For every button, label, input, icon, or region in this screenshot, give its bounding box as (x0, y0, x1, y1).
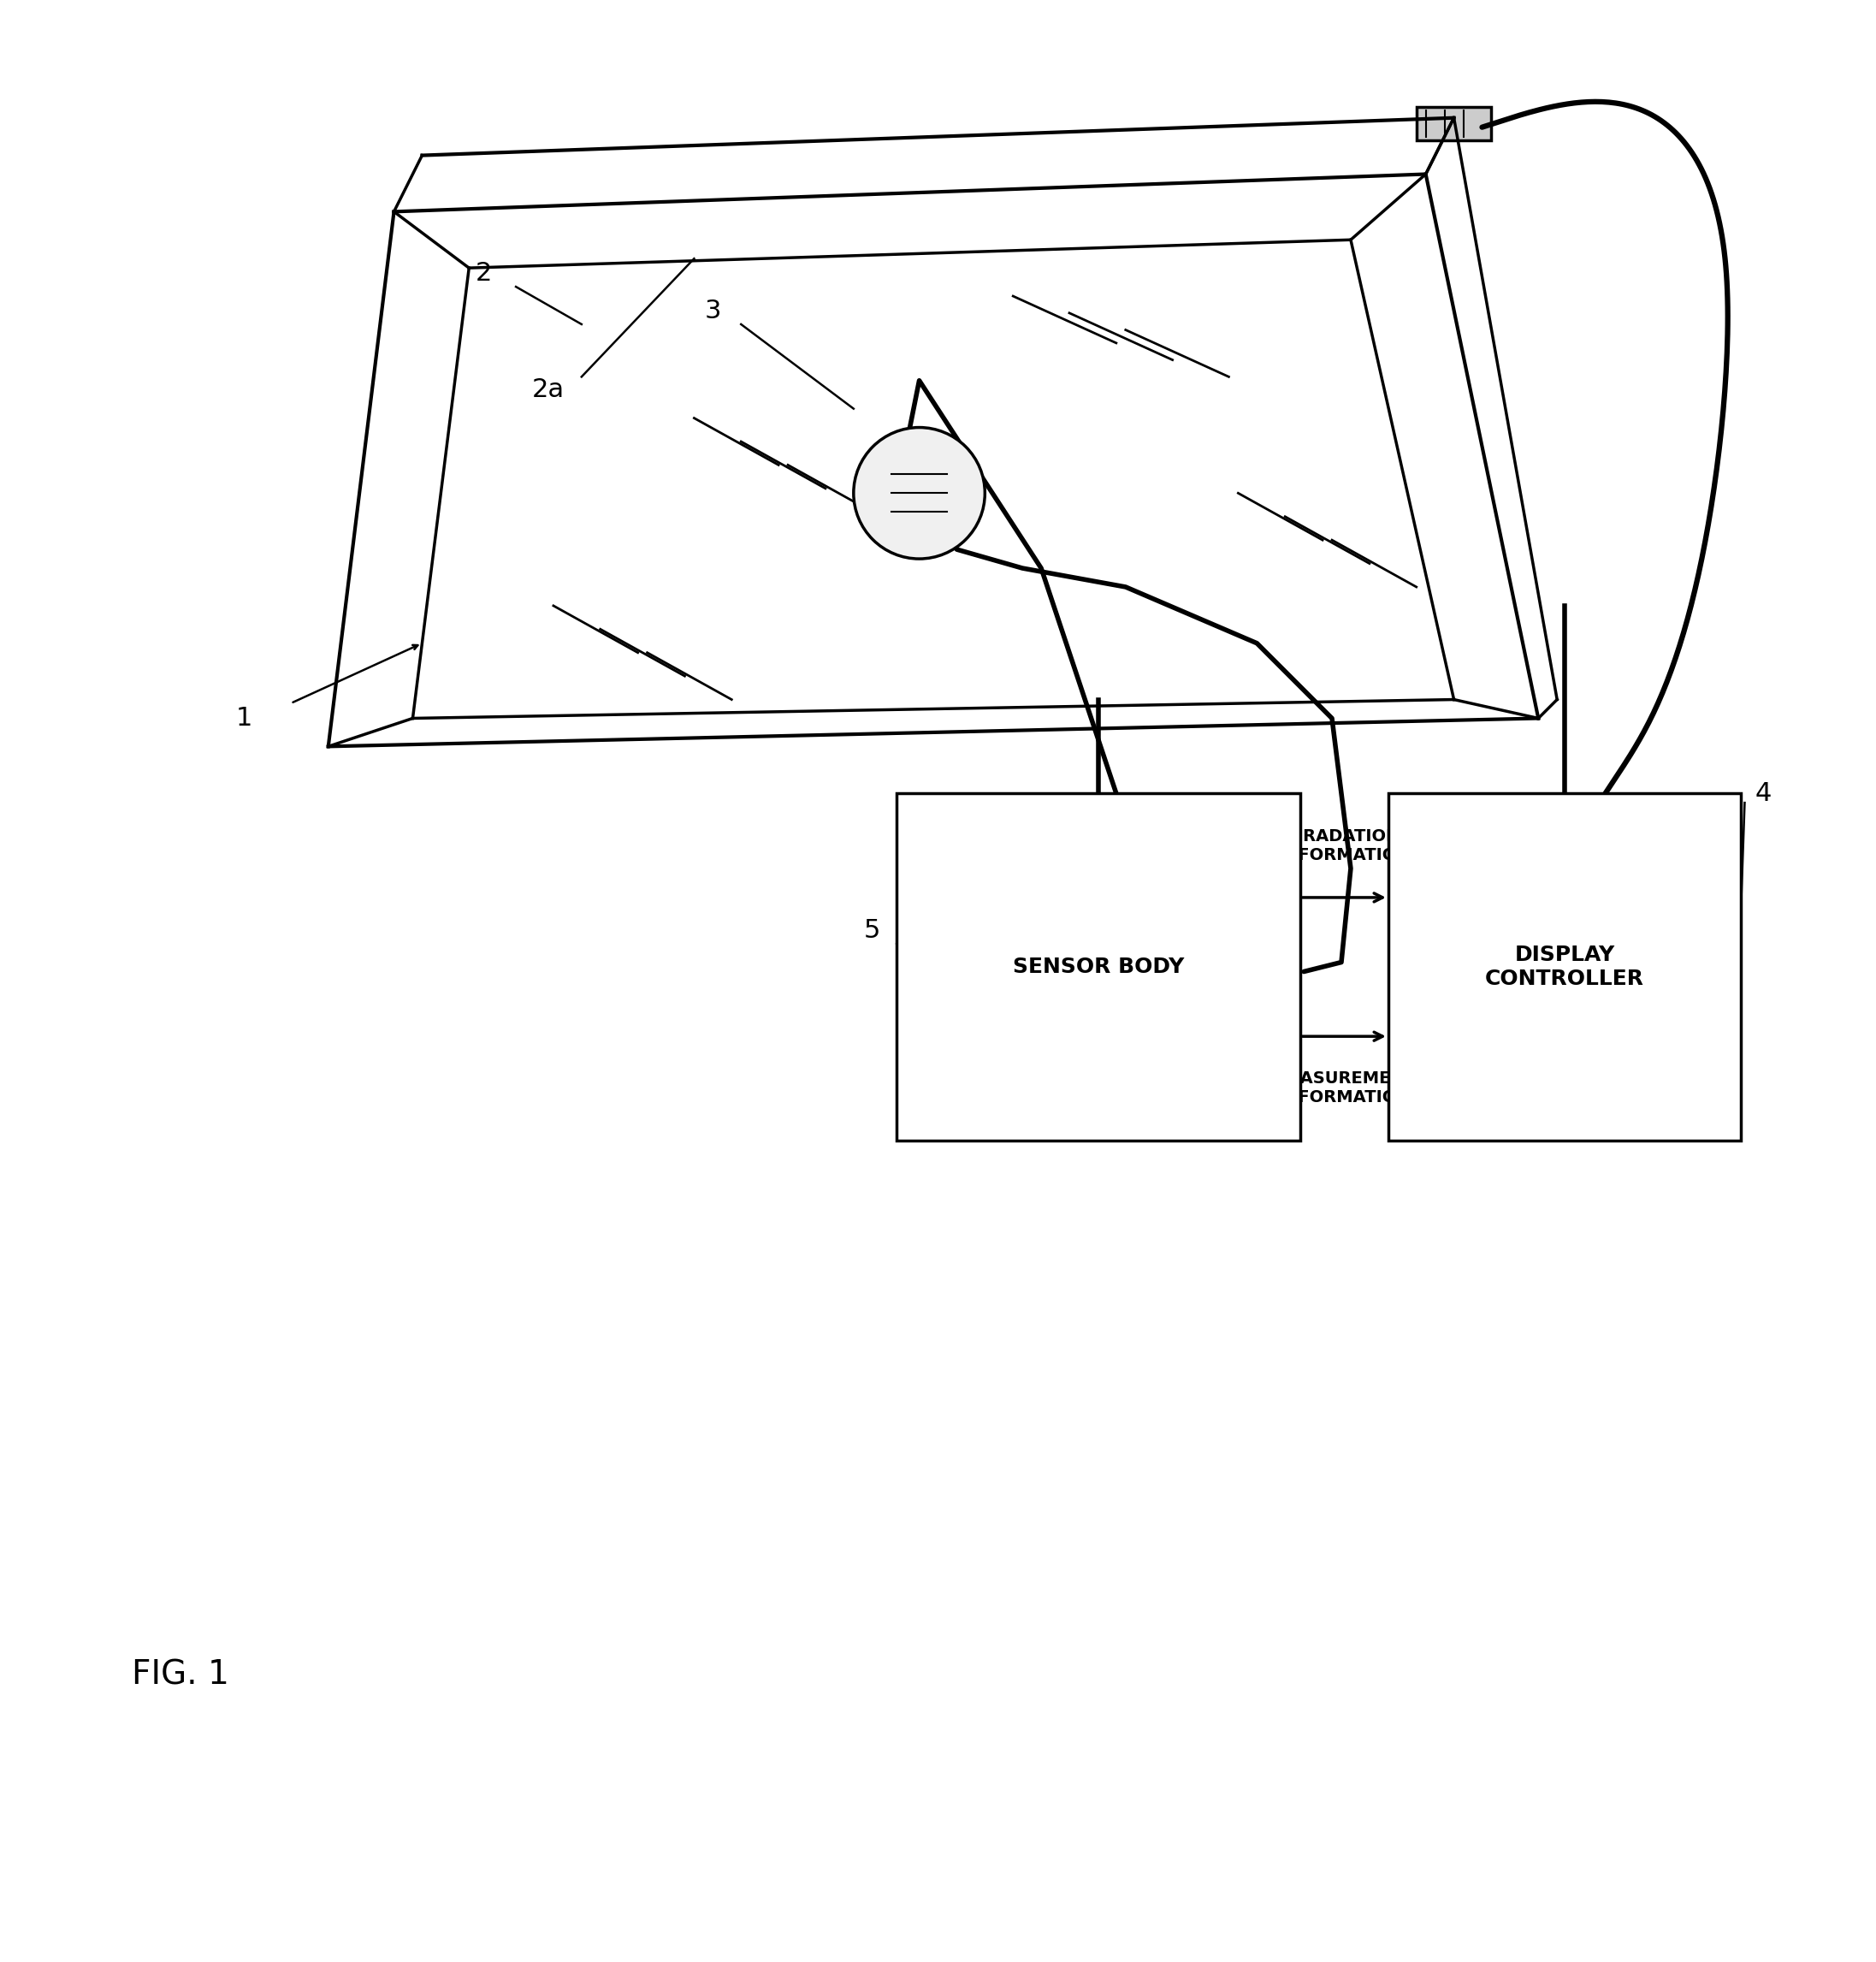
Text: SENSOR BODY: SENSOR BODY (1013, 957, 1184, 977)
Text: GRADATION
INFORMATION: GRADATION INFORMATION (1278, 828, 1411, 863)
Text: FIG. 1: FIG. 1 (131, 1660, 229, 1691)
Bar (897, 793, 1300, 1140)
Text: 2a: 2a (531, 377, 565, 402)
Bar (1388, 793, 1741, 1140)
FancyBboxPatch shape (1416, 106, 1491, 141)
Text: 1: 1 (236, 706, 251, 730)
Text: 4: 4 (1756, 781, 1771, 806)
Text: MEASUREMENT
INFORMATION: MEASUREMENT INFORMATION (1272, 1069, 1416, 1105)
Text: DISPLAY
CONTROLLER: DISPLAY CONTROLLER (1486, 946, 1643, 989)
Circle shape (854, 428, 985, 559)
Text: 2: 2 (477, 261, 492, 286)
Text: 5: 5 (865, 918, 880, 944)
Text: 3: 3 (705, 298, 720, 324)
